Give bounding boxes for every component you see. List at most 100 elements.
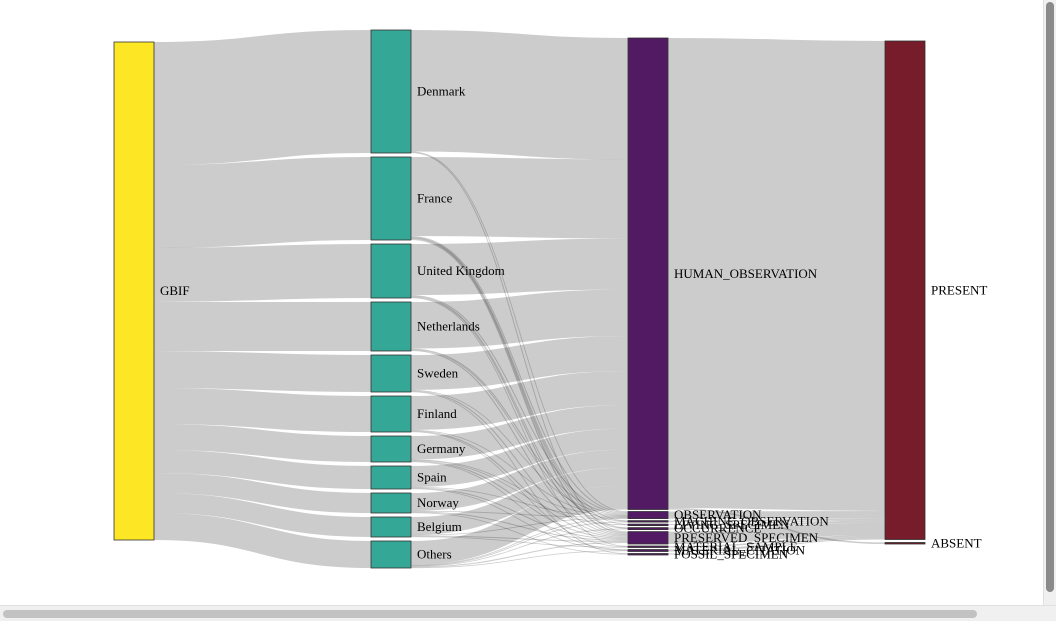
link-gbif-to-belgium [153,493,372,537]
link-germany-to-observation [410,459,629,517]
node-label-norway: Norway [417,495,459,510]
sankey-diagram: GBIF Denmark France United Kingdom Netherlan… [113,29,987,569]
link-finland-to-material-sample [410,431,629,548]
link-united-kingdom-to-material-sample [410,297,629,547]
link-sweden-to-human-observation [410,336,629,390]
node-sweden[interactable] [370,354,412,393]
link-gbif-to-germany [153,424,372,462]
node-label-sweden: Sweden [417,366,459,381]
node-germany[interactable] [370,435,412,463]
link-norway-to-human-observation [410,449,629,511]
link-sweden-to-preserved-specimen [410,390,629,537]
node-label-spain: Spain [417,470,447,485]
link-denmark-to-observation [410,151,629,513]
link-others-to-occurrence [410,528,629,567]
link-human-observation-to-absent [667,508,886,544]
link-finland-to-preserved-specimen [410,430,629,538]
node-occurrence[interactable] [627,527,669,530]
node-label-netherlands: Netherlands [417,319,480,334]
link-others-to-machine-observation [410,521,629,567]
node-united-kingdom[interactable] [370,243,412,299]
link-spain-to-preserved-specimen [410,487,629,540]
node-observation[interactable] [627,511,669,519]
link-netherlands-to-observation [410,348,629,516]
link-netherlands-to-human-observation [410,289,629,349]
node-spain[interactable] [370,465,412,490]
link-spain-to-human-observation [410,428,629,487]
node-belgium[interactable] [370,516,412,538]
link-spain-to-observation [410,486,629,518]
horizontal-scrollbar-thumb[interactable] [3,610,977,618]
link-france-to-observation [410,236,629,514]
sankey-nodes [113,29,926,569]
link-others-to-observation [410,517,629,566]
node-fossil-specimen[interactable] [627,553,669,556]
link-gbif-to-others [153,513,372,568]
link-machine-observation-to-present [667,518,886,523]
link-france-to-living-specimen [410,237,629,525]
link-occurrence-to-present [667,520,886,530]
link-finland-to-observation [410,429,629,517]
node-label-belgium: Belgium [417,519,462,534]
link-sweden-to-fossil-specimen [410,391,629,555]
link-france-to-preserved-specimen [410,238,629,534]
link-observation-to-present [667,511,886,519]
node-netherlands[interactable] [370,301,412,352]
link-denmark-to-preserved-specimen [410,152,629,533]
link-united-kingdom-to-preserved-specimen [410,296,629,535]
link-gbif-to-spain [153,450,372,489]
horizontal-scrollbar[interactable] [0,605,1056,621]
link-preserved-specimen-to-present [667,522,886,544]
link-belgium-to-material-sample [410,536,629,548]
node-denmark[interactable] [370,29,412,154]
node-label-finland: Finland [417,406,457,421]
link-spain-to-material-citation [410,488,629,551]
node-label-fossil-specimen: FOSSIL_SPECIMEN [674,546,789,561]
link-france-to-human-observation [410,157,629,239]
link-united-kingdom-to-observation [410,295,629,515]
vertical-scrollbar[interactable] [1043,0,1056,606]
node-machine-observation[interactable] [627,520,669,523]
link-material-sample-to-present [667,535,886,548]
node-finland[interactable] [370,395,412,433]
link-netherlands-to-machine-observation [410,349,629,522]
node-label-absent: ABSENT [931,535,982,550]
node-absent[interactable] [884,542,926,545]
node-label-human-observation: HUMAN_OBSERVATION [674,266,818,281]
link-gbif-to-denmark [153,30,372,165]
sankey-links [153,30,886,569]
link-human-observation-to-present [667,38,886,511]
link-material-citation-to-present [667,536,886,552]
node-label-preserved-specimen: PRESERVED_SPECIMEN [674,530,819,545]
link-belgium-to-preserved-specimen [410,535,629,542]
link-denmark-to-human-observation [410,30,629,160]
link-belgium-to-human-observation [410,467,629,535]
link-living-specimen-to-present [667,519,886,526]
link-gbif-to-united-kingdom [153,244,372,302]
vertical-scrollbar-thumb[interactable] [1046,2,1054,592]
node-material-citation[interactable] [627,549,669,552]
node-label-present: PRESENT [931,282,987,297]
node-gbif[interactable] [113,41,155,541]
sankey-labels: GBIF Denmark France United Kingdom Netherlan… [160,84,987,562]
link-fossil-specimen-to-present [667,538,886,555]
link-gbif-to-sweden [153,351,372,392]
node-label-gbif: GBIF [160,283,190,298]
node-present[interactable] [884,40,926,540]
node-human-observation[interactable] [627,37,669,510]
link-france-to-occurrence [410,237,629,529]
link-germany-to-material-citation [410,461,629,551]
node-others[interactable] [370,540,412,569]
link-others-to-preserved-specimen [410,542,629,568]
node-preserved-specimen[interactable] [627,531,669,545]
node-norway[interactable] [370,492,412,514]
link-belgium-to-observation [410,517,629,536]
node-label-material-sample: MATERIAL_SAMPLE [674,539,798,554]
node-france[interactable] [370,156,412,241]
node-material-sample[interactable] [627,545,669,548]
link-netherlands-to-preserved-specimen [410,350,629,536]
node-living-specimen[interactable] [627,523,669,526]
link-norway-to-observation [410,510,629,518]
link-finland-to-human-observation [410,371,629,430]
node-label-observation: OBSERVATION [674,507,762,522]
